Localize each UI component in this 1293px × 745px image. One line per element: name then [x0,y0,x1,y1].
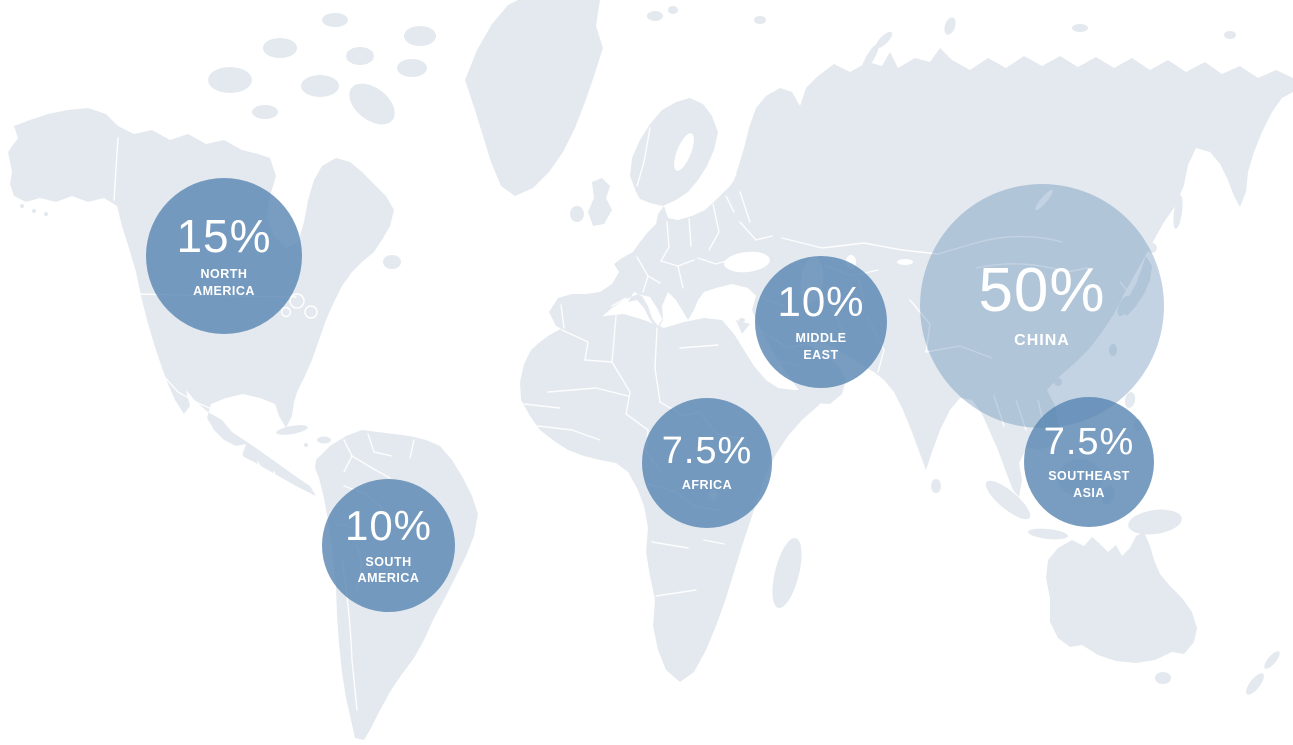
bubble-africa: 7.5% AFRICA [642,398,772,528]
bubble-china: 50% CHINA [920,184,1164,428]
bubble-region-label: NORTH AMERICA [193,267,255,298]
island-greenland [465,0,603,196]
bubble-south-america: 10% SOUTH AMERICA [322,479,455,612]
bubble-region-label: SOUTHEAST ASIA [1048,469,1130,500]
bubble-middle-east: 10% MIDDLE EAST [755,256,887,388]
bubble-value: 7.5% [1043,421,1135,464]
bubble-region-label: CHINA [1014,332,1070,350]
island-great-britain [588,178,612,226]
bubble-region-label: AFRICA [681,478,733,493]
bubble-region-label: SOUTH AMERICA [357,554,420,585]
continent-australia [1046,532,1197,663]
bubble-value: 7.5% [661,430,753,473]
bubble-value: 50% [978,256,1106,326]
bubble-value: 15% [176,210,272,263]
bubble-value: 10% [344,501,433,549]
region-scandinavia [630,98,718,206]
bubble-value: 10% [777,278,865,326]
bubble-north-america: 15% NORTH AMERICA [146,178,302,334]
continent-eurasia [549,48,1293,497]
bubble-region-label: MIDDLE EAST [795,331,847,362]
bubble-southeast-asia: 7.5% SOUTHEAST ASIA [1024,397,1154,527]
